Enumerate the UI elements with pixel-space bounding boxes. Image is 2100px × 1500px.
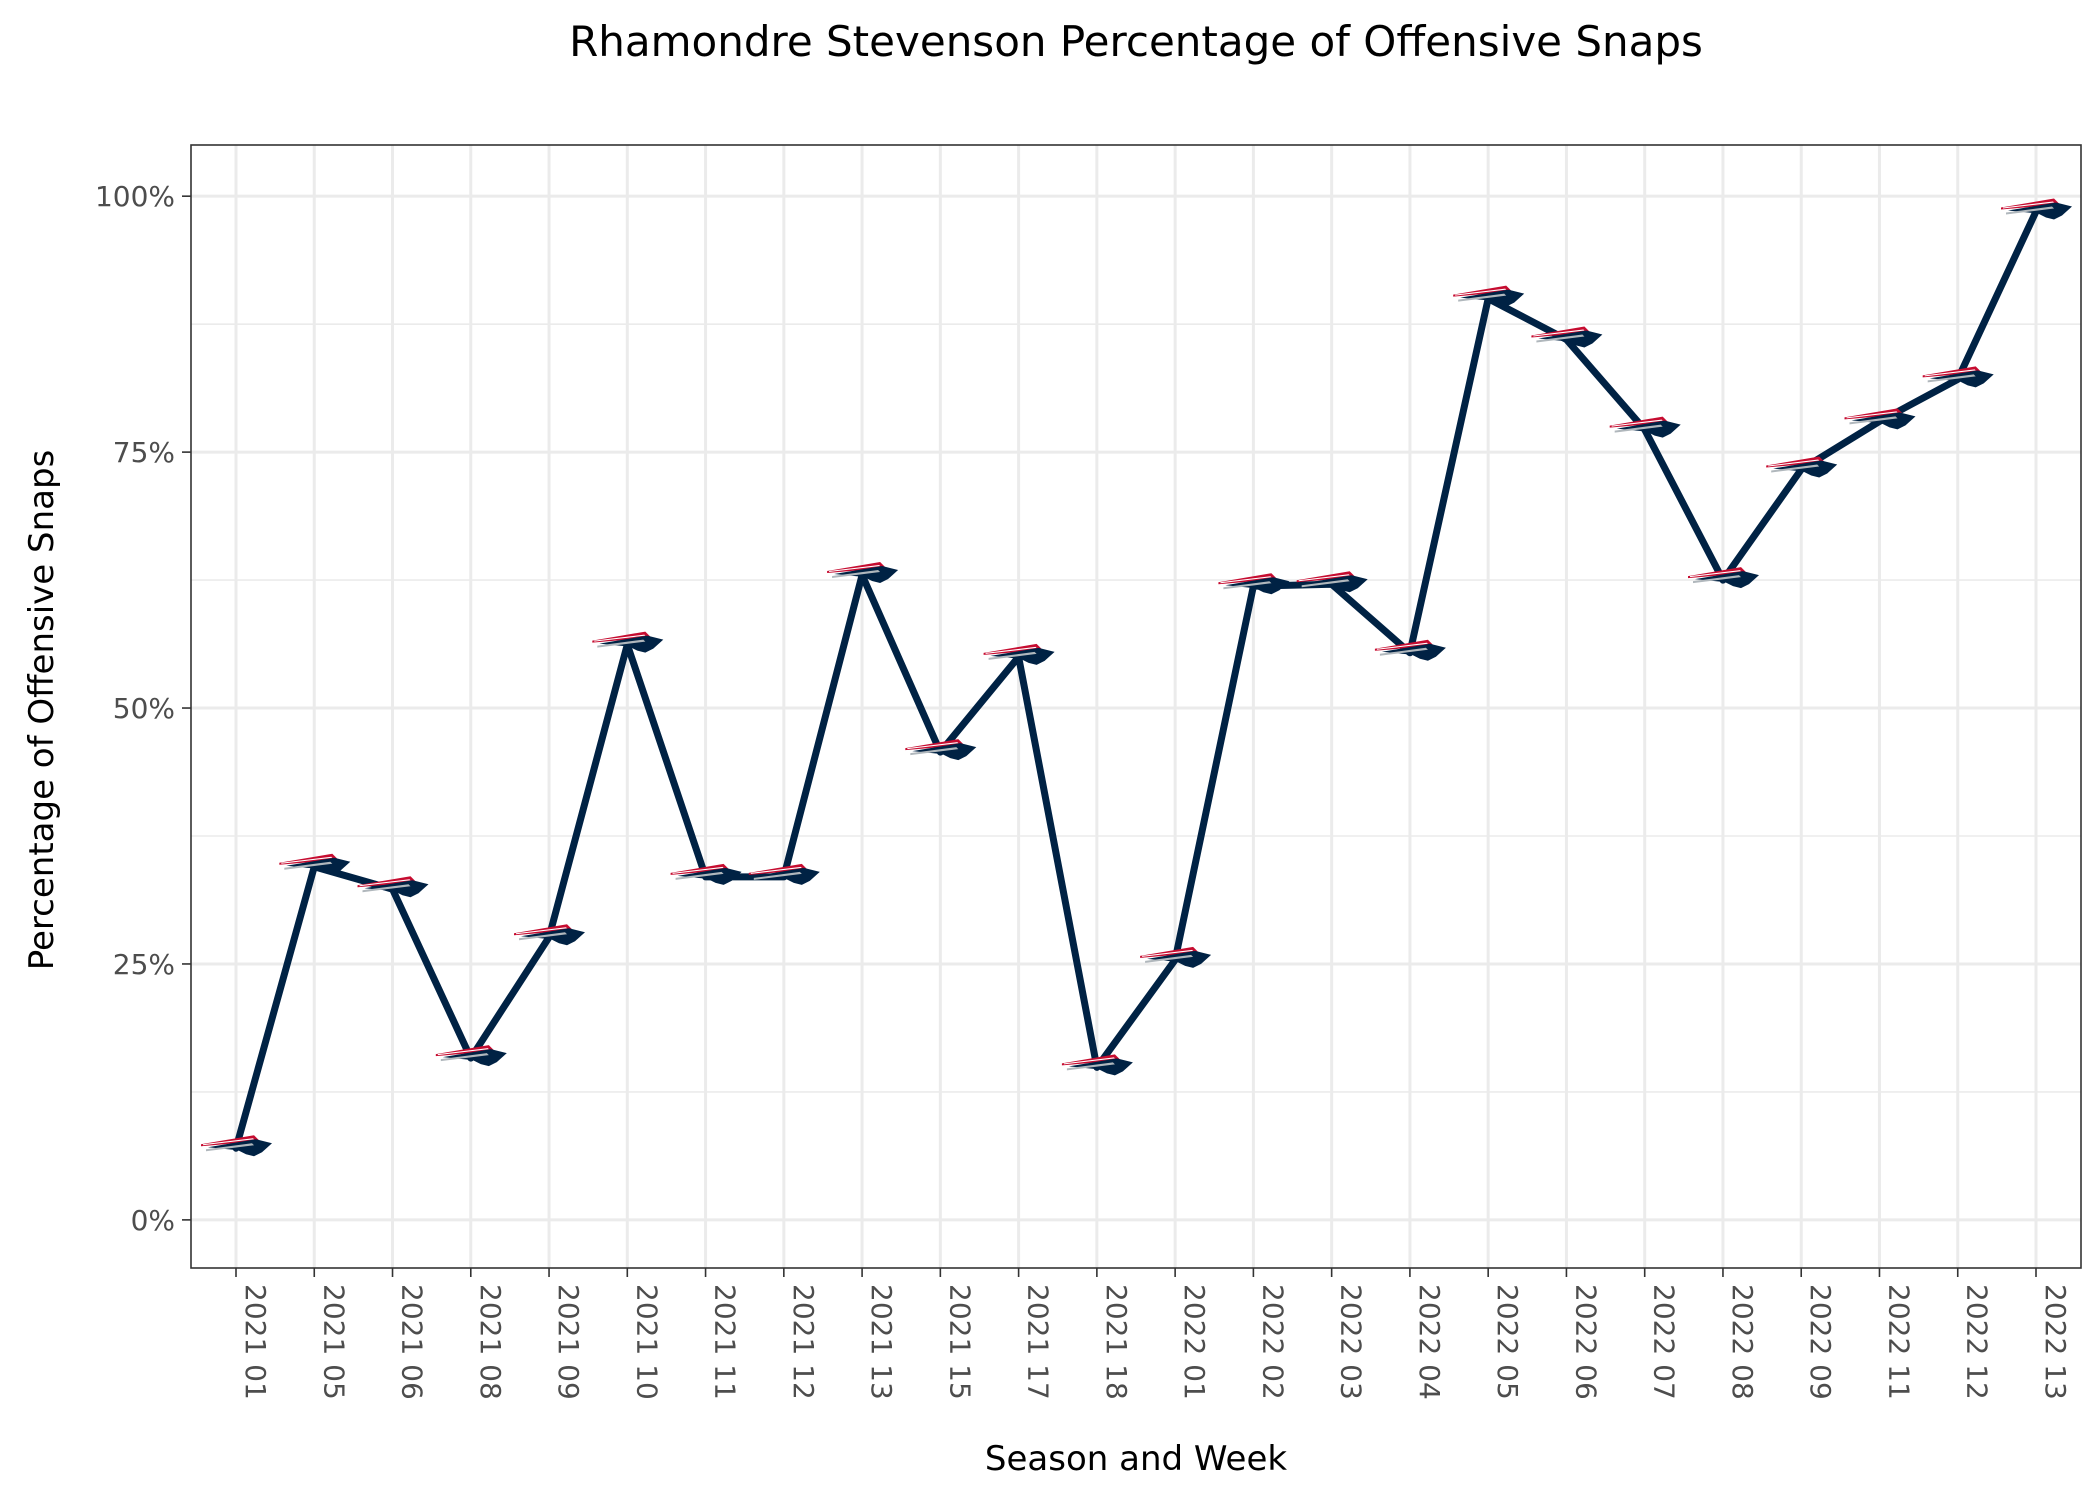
patriots-logo-icon [1296, 571, 1368, 593]
patriots-logo-icon [435, 1045, 507, 1067]
patriots-logo-icon [592, 631, 664, 653]
patriots-logo-icon [1374, 639, 1446, 661]
patriots-logo-icon [827, 562, 899, 583]
patriots-logo-icon [1218, 573, 1290, 595]
patriots-logo-icon [1844, 408, 1916, 430]
x-tick-label: 2022 04 [1413, 1284, 1446, 1400]
y-axis-title: Percentage of Offensive Snaps [22, 450, 62, 971]
patriots-logo-icon [1766, 456, 1838, 478]
x-tick-label: 2022 09 [1804, 1284, 1837, 1400]
x-tick-label: 2022 03 [1335, 1284, 1368, 1400]
x-axis-title: Season and Week [985, 1439, 1287, 1479]
x-tick-label: 2021 10 [630, 1284, 663, 1400]
x-tick-label: 2021 01 [239, 1284, 272, 1400]
x-tick-label: 2021 13 [865, 1284, 898, 1400]
x-tick-label: 2022 01 [1178, 1284, 1211, 1400]
x-axis: 2021 01 2021 05 2021 06 2021 08 2021 09 2021 … [235, 1268, 2072, 1400]
y-tick-label: 75% [113, 436, 175, 469]
y-tick-label: 0% [131, 1204, 175, 1237]
chart-title: Rhamondre Stevenson Percentage of Offens… [569, 17, 1703, 66]
plot-panel [191, 145, 2081, 1268]
x-tick-label: 2022 11 [1882, 1284, 1915, 1400]
series-line [232, 208, 2040, 1152]
x-tick-label: 2021 18 [1100, 1284, 1133, 1400]
patriots-logo-icon [1140, 946, 1212, 968]
x-tick-label: 2022 02 [1256, 1284, 1289, 1400]
x-tick-label: 2021 11 [709, 1284, 742, 1400]
y-tick-label: 50% [113, 692, 175, 725]
y-tick-label: 25% [113, 948, 175, 981]
x-tick-label: 2021 09 [552, 1284, 585, 1400]
patriots-logo-icon [2001, 198, 2072, 220]
x-tick-label: 2022 05 [1491, 1284, 1524, 1400]
patriots-logo-icon [1453, 285, 1525, 307]
patriots-logo-icon [1688, 567, 1759, 589]
series-markers [201, 198, 2072, 1157]
x-tick-label: 2022 12 [1961, 1284, 1994, 1400]
patriots-logo-icon [514, 924, 585, 946]
x-tick-label: 2022 08 [1726, 1284, 1759, 1400]
x-tick-label: 2021 17 [1022, 1284, 1055, 1400]
patriots-logo-icon [748, 863, 820, 885]
patriots-logo-icon [983, 643, 1055, 665]
patriots-logo-icon [357, 876, 429, 898]
panel-border [190, 144, 2082, 1269]
x-tick-label: 2022 13 [2039, 1284, 2072, 1400]
patriots-logo-icon [1531, 326, 1603, 348]
patriots-logo-icon [905, 739, 977, 761]
x-tick-label: 2022 07 [1648, 1284, 1681, 1400]
patriots-logo-icon [1922, 366, 1994, 388]
x-tick-label: 2021 06 [396, 1284, 429, 1400]
patriots-logo-icon [201, 1135, 272, 1157]
x-tick-label: 2021 12 [787, 1284, 820, 1400]
grid-lines [191, 145, 2081, 1268]
x-tick-label: 2021 08 [474, 1284, 507, 1400]
patriots-logo-icon [1609, 416, 1681, 438]
x-tick-label: 2021 05 [317, 1284, 350, 1400]
patriots-logo-icon [279, 853, 351, 875]
x-tick-label: 2022 06 [1569, 1284, 1602, 1400]
y-axis: 0% 25% 50% 75% 100% [95, 180, 191, 1237]
x-tick-label: 2021 15 [943, 1284, 976, 1400]
y-tick-label: 100% [95, 180, 175, 213]
patriots-logo-icon [1061, 1054, 1133, 1076]
patriots-logo-icon [670, 863, 742, 885]
